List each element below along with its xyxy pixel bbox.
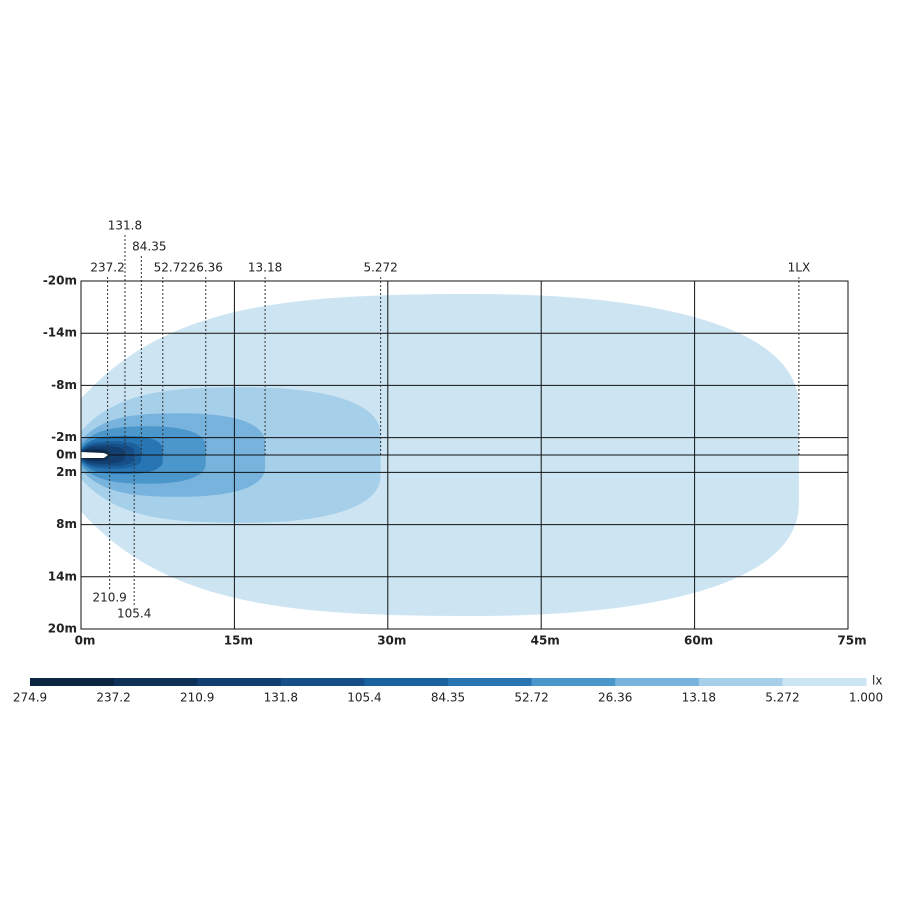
colorbar-label: 52.72 <box>514 691 548 705</box>
y-tick-label: 0m <box>56 448 77 462</box>
colorbar-label: 105.4 <box>347 691 381 705</box>
y-tick-label: 2m <box>56 465 77 479</box>
isolux-label: 105.4 <box>117 607 151 621</box>
colorbar-label: 13.18 <box>682 691 716 705</box>
y-tick-label: -20m <box>43 274 77 288</box>
isolux-label: 84.35 <box>132 240 166 254</box>
source-marker <box>81 452 108 458</box>
isolux-label: 13.18 <box>248 261 282 275</box>
y-tick-label: -2m <box>51 430 77 444</box>
colorbar-segment <box>364 678 449 686</box>
colorbar-label: 1.000 <box>849 691 883 705</box>
colorbar-segment <box>615 678 700 686</box>
colorbar-segment <box>448 678 533 686</box>
colorbar-label: 237.2 <box>96 691 130 705</box>
y-tick-label: 8m <box>56 517 77 531</box>
colorbar-segment <box>698 678 783 686</box>
colorbar-segment <box>197 678 282 686</box>
x-tick-label: 45m <box>531 634 560 648</box>
x-tick-label: 75m <box>837 634 866 648</box>
y-tick-label: 20m <box>48 622 77 636</box>
colorbar-label: 26.36 <box>598 691 632 705</box>
x-tick-label: 60m <box>684 634 713 648</box>
y-tick-label: 14m <box>48 569 77 583</box>
isolux-label: 131.8 <box>108 219 142 233</box>
colorbar-label: 210.9 <box>180 691 214 705</box>
colorbar-segment <box>113 678 198 686</box>
colorbar-label: 274.9 <box>13 691 47 705</box>
isolux-label: 210.9 <box>92 591 126 605</box>
x-tick-label: 0m <box>75 634 96 648</box>
colorbar-label: 5.272 <box>765 691 799 705</box>
x-tick-label: 15m <box>224 634 253 648</box>
colorbar-segment <box>531 678 616 686</box>
y-tick-label: -8m <box>51 378 77 392</box>
isolux-label: 1LX <box>788 261 811 275</box>
colorbar-label: 131.8 <box>264 691 298 705</box>
colorbar-segment <box>280 678 365 686</box>
isolux-label: 5.272 <box>363 261 397 275</box>
y-tick-label: -14m <box>43 326 77 340</box>
isolux-label: 237.2 <box>90 261 124 275</box>
colorbar-unit: lx <box>872 674 882 688</box>
colorbar-label: 84.35 <box>431 691 465 705</box>
colorbar-segment <box>30 678 115 686</box>
isolux-label: 26.36 <box>189 261 223 275</box>
x-tick-label: 30m <box>377 634 406 648</box>
plot-frame <box>80 280 849 630</box>
isolux-label: 52.72 <box>154 261 188 275</box>
colorbar-segment <box>782 678 867 686</box>
